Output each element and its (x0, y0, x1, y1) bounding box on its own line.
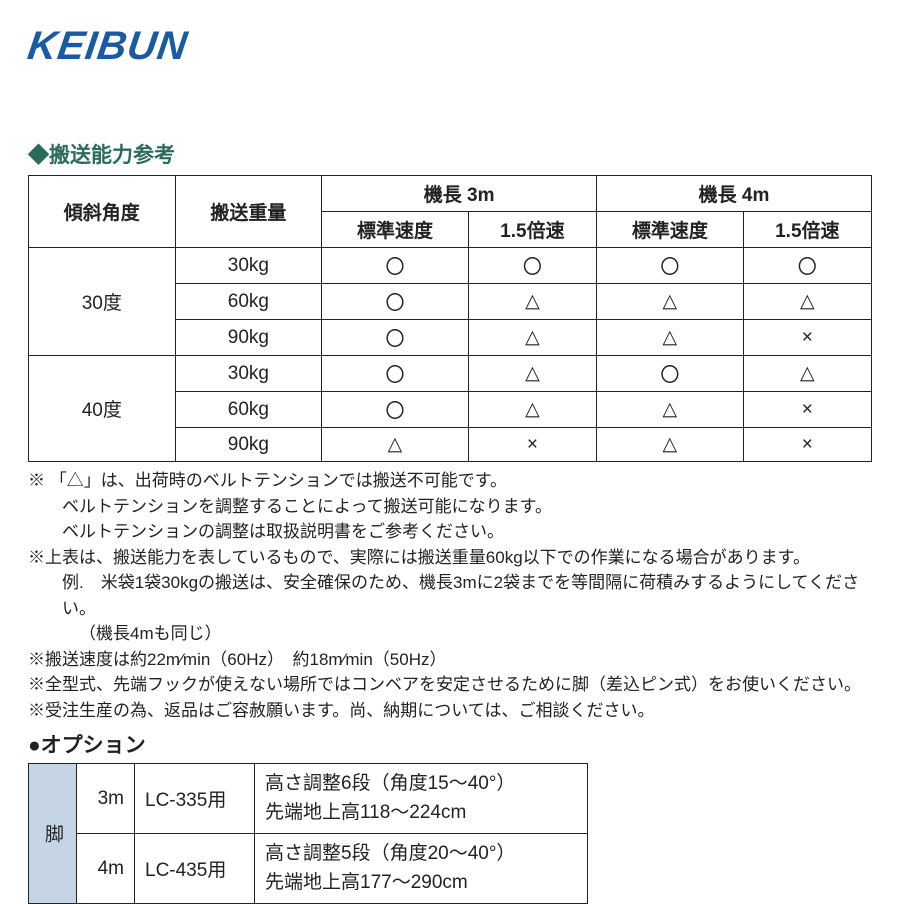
note-line: ※受注生産の為、返品はご容赦願います。尚、納期については、ご相談ください。 (28, 698, 872, 724)
cell: 〇 (322, 392, 469, 428)
cell: 〇 (597, 356, 744, 392)
opt-desc-1-2: 先端地上高177～290cm (265, 872, 468, 893)
capacity-table: 傾斜角度 搬送重量 機長 3m 機長 4m 標準速度 1.5倍速 標準速度 1.… (28, 175, 872, 462)
cell: △ (597, 320, 744, 356)
cell: △ (468, 284, 596, 320)
cell: △ (468, 356, 596, 392)
weight-0-1: 60kg (175, 284, 322, 320)
cell: × (743, 320, 871, 356)
cell: △ (743, 356, 871, 392)
logo: KEIBUN (25, 24, 191, 69)
opt-desc-1-1: 高さ調整5段（角度20～40°） (265, 843, 515, 864)
cell: 〇 (322, 356, 469, 392)
cell: △ (597, 392, 744, 428)
th-len4: 機長 4m (597, 176, 872, 212)
opt-len-1: 4m (77, 834, 135, 904)
cell: 〇 (322, 248, 469, 284)
cell: × (743, 428, 871, 462)
cell: △ (597, 428, 744, 462)
leg-header: 脚 (29, 764, 77, 904)
th-weight: 搬送重量 (175, 176, 322, 248)
cell: △ (468, 320, 596, 356)
note-line: ベルトテンションを調整することによって搬送可能になります。 (28, 494, 872, 520)
note-line: ※上表は、搬送能力を表しているもので、実際には搬送重量60kg以下での作業になる… (28, 545, 872, 571)
notes: ※ 「△」は、出荷時のベルトテンションでは搬送不可能です。 ベルトテンションを調… (28, 468, 872, 723)
cell: × (743, 392, 871, 428)
th-fast-4: 1.5倍速 (743, 212, 871, 248)
th-fast-3: 1.5倍速 (468, 212, 596, 248)
cell: 〇 (322, 284, 469, 320)
opt-model-0: LC-335用 (135, 764, 255, 834)
cell: △ (597, 284, 744, 320)
cell: △ (468, 392, 596, 428)
note-line: 例. 米袋1袋30kgの搬送は、安全確保のため、機長3mに2袋までを等間隔に荷積… (28, 570, 872, 621)
angle-1: 40度 (29, 356, 176, 462)
weight-0-2: 90kg (175, 320, 322, 356)
opt-desc-0-2: 先端地上高118～224cm (265, 802, 466, 823)
th-len3: 機長 3m (322, 176, 597, 212)
note-line: ベルトテンションの調整は取扱説明書をご参考ください。 (28, 519, 872, 545)
opt-desc-0: 高さ調整6段（角度15～40°） 先端地上高118～224cm (255, 764, 588, 834)
opt-desc-0-1: 高さ調整6段（角度15～40°） (265, 773, 515, 794)
note-line: ※搬送速度は約22m⁄min（60Hz） 約18m⁄min（50Hz） (28, 647, 872, 673)
weight-0-0: 30kg (175, 248, 322, 284)
note-line: ※全型式、先端フックが使えない場所ではコンベアを安定させるために脚（差込ピン式）… (28, 672, 872, 698)
th-std-3: 標準速度 (322, 212, 469, 248)
section-title-option: ●オプション (28, 729, 872, 759)
opt-desc-1: 高さ調整5段（角度20～40°） 先端地上高177～290cm (255, 834, 588, 904)
angle-0: 30度 (29, 248, 176, 356)
opt-len-0: 3m (77, 764, 135, 834)
note-line: （機長4mも同じ） (28, 621, 872, 647)
option-table: 脚 3m LC-335用 高さ調整6段（角度15～40°） 先端地上高118～2… (28, 763, 588, 904)
cell: 〇 (597, 248, 744, 284)
weight-1-0: 30kg (175, 356, 322, 392)
cell: × (468, 428, 596, 462)
cell: 〇 (743, 248, 871, 284)
weight-1-2: 90kg (175, 428, 322, 462)
th-angle: 傾斜角度 (29, 176, 176, 248)
th-std-4: 標準速度 (597, 212, 744, 248)
note-line: ※ 「△」は、出荷時のベルトテンションでは搬送不可能です。 (28, 468, 872, 494)
cell: △ (322, 428, 469, 462)
cell: △ (743, 284, 871, 320)
cell: 〇 (322, 320, 469, 356)
weight-1-1: 60kg (175, 392, 322, 428)
opt-model-1: LC-435用 (135, 834, 255, 904)
section-title-capacity: ◆搬送能力参考 (28, 139, 872, 169)
cell: 〇 (468, 248, 596, 284)
